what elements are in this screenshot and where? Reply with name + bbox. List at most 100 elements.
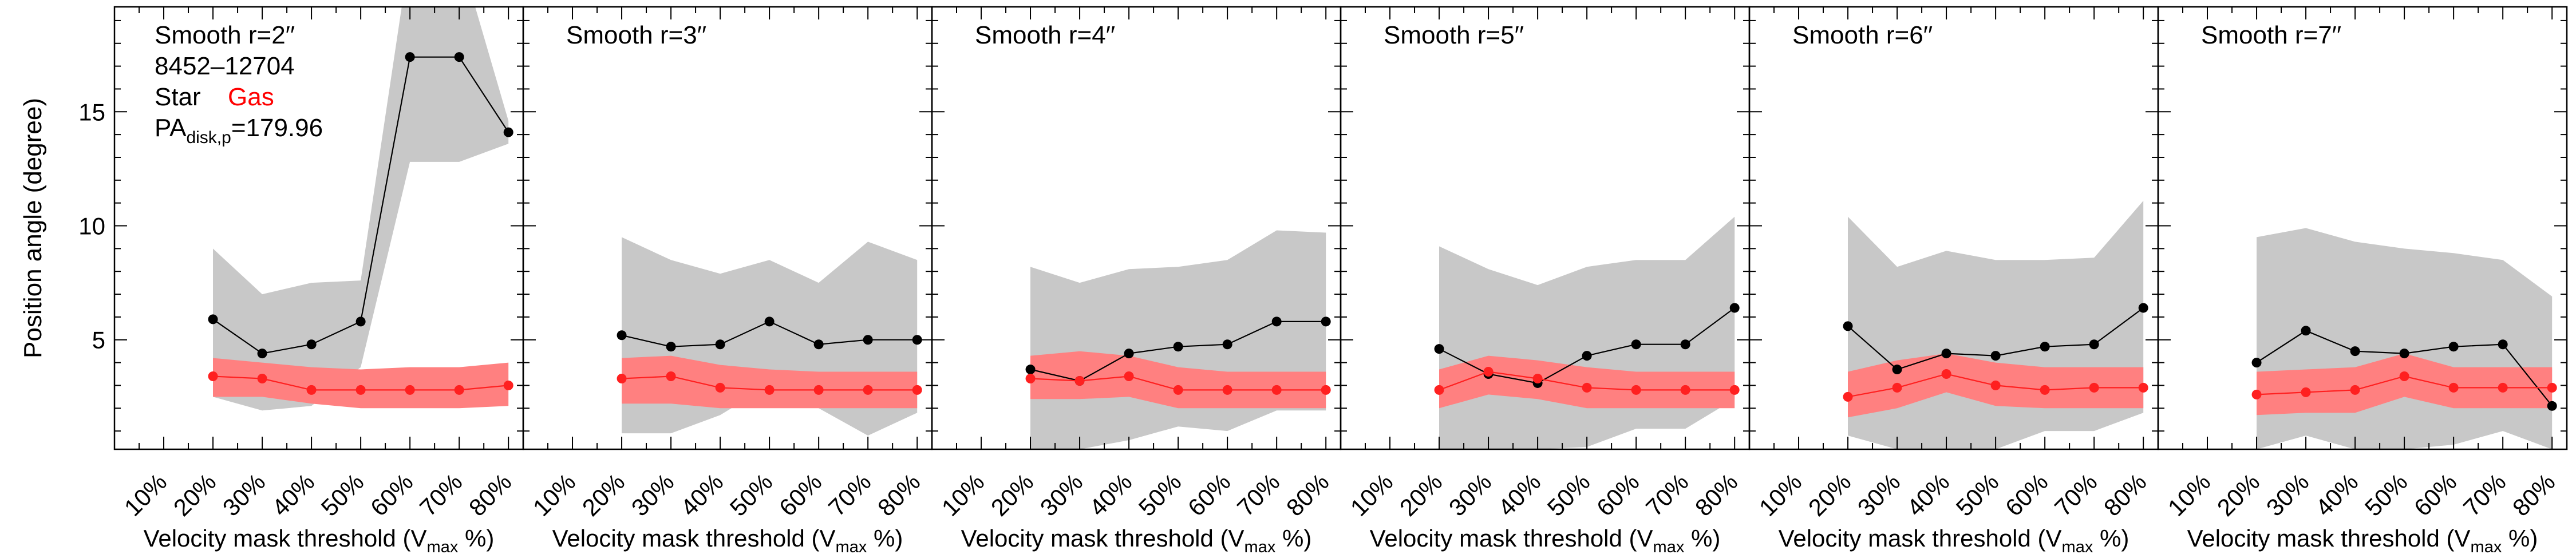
panel-plot-area xyxy=(1434,216,1740,449)
x-tick-label: 30% xyxy=(2261,468,2314,521)
x-tick-label: 60% xyxy=(774,468,827,521)
gas-data-point xyxy=(405,385,415,395)
star-data-point xyxy=(2399,349,2409,359)
gas-error-band xyxy=(2257,353,2553,415)
x-tick-label: 10% xyxy=(937,468,990,521)
star-data-point xyxy=(1843,321,1853,331)
gas-data-point xyxy=(2089,382,2099,393)
star-data-point xyxy=(306,339,317,350)
x-tick-label: 20% xyxy=(1394,468,1448,521)
x-tick-label: 50% xyxy=(1951,468,2004,521)
star-data-point xyxy=(1222,339,1232,350)
gas-data-point xyxy=(1124,371,1134,381)
star-data-point xyxy=(2350,346,2360,357)
gas-data-point xyxy=(306,385,317,395)
star-data-point xyxy=(2301,326,2311,336)
panel-plot-area xyxy=(208,7,513,411)
x-axis-label: Velocity mask threshold (Vmax %) xyxy=(1779,525,2129,556)
x-tick-label: 10% xyxy=(1754,468,1807,521)
x-tick-label: 70% xyxy=(1641,468,1694,521)
x-tick-label: 60% xyxy=(1183,468,1236,521)
gas-data-point xyxy=(2350,385,2360,395)
star-data-point xyxy=(1434,344,1444,354)
legend-star: Star xyxy=(155,83,201,111)
star-error-band xyxy=(1439,216,1735,449)
gas-data-point xyxy=(617,373,627,383)
gas-data-point xyxy=(454,385,464,395)
panel-title: Smooth r=4′′ xyxy=(975,21,1115,49)
star-data-point xyxy=(355,316,366,327)
panel-1: 5 10 15 10%20%30%40%50%60%70%80% Velocity ma… xyxy=(78,6,524,556)
star-data-point xyxy=(2040,342,2050,352)
x-tick-label: 20% xyxy=(986,468,1039,521)
gas-data-point xyxy=(1729,385,1740,395)
star-data-point xyxy=(1271,316,1282,327)
x-tick-label: 30% xyxy=(1444,468,1497,521)
y-tick-label: 10 xyxy=(78,213,105,240)
x-tick-label: 50% xyxy=(316,468,369,521)
x-tick-label: 50% xyxy=(2360,468,2413,521)
star-data-point xyxy=(257,349,267,359)
panel-3: 10%20%30%40%50%60%70%80% Velocity mask th… xyxy=(931,6,1342,556)
gas-data-point xyxy=(2251,389,2262,399)
x-tick-label: 40% xyxy=(1493,468,1546,521)
gas-data-point xyxy=(715,382,725,393)
star-data-point xyxy=(1680,339,1690,350)
pa-disk: PAdisk,p=179.96 xyxy=(155,114,323,147)
panel-plot-area xyxy=(1025,230,1331,449)
x-tick-label: 10% xyxy=(1345,468,1398,521)
x-tick-label: 80% xyxy=(2099,468,2152,521)
star-data-point xyxy=(2547,401,2557,411)
x-tick-label: 40% xyxy=(2310,468,2364,521)
gas-data-point xyxy=(1990,380,2001,390)
gas-data-point xyxy=(1532,373,1543,383)
star-data-point xyxy=(764,316,775,327)
star-data-point xyxy=(405,52,415,62)
y-axis-label: Position angle (degree) xyxy=(19,98,47,358)
panel-2: 10%20%30%40%50%60%70%80% Velocity mask th… xyxy=(522,6,933,556)
star-data-point xyxy=(1321,316,1331,327)
x-axis-label: Velocity mask threshold (Vmax %) xyxy=(961,525,1312,556)
y-tick-label: 15 xyxy=(78,98,105,125)
x-axis-label: Velocity mask threshold (Vmax %) xyxy=(1370,525,1721,556)
star-error-band xyxy=(213,7,509,411)
gas-data-point xyxy=(764,385,775,395)
panel-4: 10%20%30%40%50%60%70%80% Velocity mask th… xyxy=(1340,6,1751,556)
gas-data-point xyxy=(1321,385,1331,395)
panel-title: Smooth r=5′′ xyxy=(1384,21,1524,49)
y-tick-label: 5 xyxy=(92,327,105,354)
gas-data-point xyxy=(1025,373,1036,383)
gas-data-point xyxy=(2040,385,2050,395)
star-data-point xyxy=(2089,339,2099,350)
gas-error-band xyxy=(1030,351,1326,409)
gas-data-point xyxy=(1074,375,1085,386)
x-tick-label: 60% xyxy=(365,468,418,521)
x-tick-label: 50% xyxy=(1133,468,1187,521)
panel-plot-area xyxy=(2251,228,2557,449)
star-data-point xyxy=(617,330,627,341)
x-tick-label: 70% xyxy=(823,468,876,521)
gas-data-point xyxy=(1434,385,1444,395)
panel-plot-area xyxy=(617,237,922,436)
star-data-point xyxy=(2138,303,2148,313)
gas-data-point xyxy=(1483,367,1494,377)
x-tick-label: 80% xyxy=(2507,468,2561,521)
panel-title: Smooth r=2′′ xyxy=(155,21,295,49)
x-tick-label: 10% xyxy=(119,468,172,521)
gas-data-point xyxy=(257,373,267,383)
star-data-point xyxy=(2498,339,2508,350)
x-tick-label: 40% xyxy=(267,468,320,521)
gas-data-point xyxy=(2498,382,2508,393)
star-data-point xyxy=(863,335,873,345)
gas-data-point xyxy=(355,385,366,395)
star-data-point xyxy=(666,342,676,352)
gas-data-point xyxy=(1582,382,1592,393)
star-data-point xyxy=(208,314,218,324)
star-data-point xyxy=(912,335,922,345)
star-data-point xyxy=(1025,365,1036,375)
star-data-point xyxy=(1990,351,2001,361)
x-tick-label: 30% xyxy=(218,468,271,521)
star-data-point xyxy=(1124,349,1134,359)
gas-data-point xyxy=(1222,385,1232,395)
gas-error-band xyxy=(622,355,918,409)
